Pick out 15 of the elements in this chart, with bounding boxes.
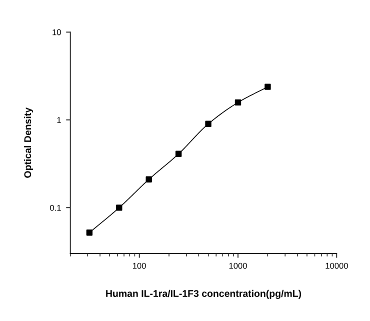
point [205,120,212,128]
point [86,230,93,236]
point [234,99,242,106]
point [264,84,271,90]
point [116,204,122,211]
x-tick-label: 1000 [229,262,247,269]
y-axis-title: Optical Density [24,108,34,178]
x-tick-label: 100 [132,262,146,269]
point [175,150,182,157]
point [146,176,152,182]
x-axis-title: Human IL-1ra/IL-1F3 concentration(pg/mL) [106,290,302,299]
y-tick-label: 0.1 [50,204,61,211]
x-tick-label: 10000 [326,262,348,269]
y-tick-label: 10 [52,29,61,36]
y-tick-label: 1 [57,117,61,123]
